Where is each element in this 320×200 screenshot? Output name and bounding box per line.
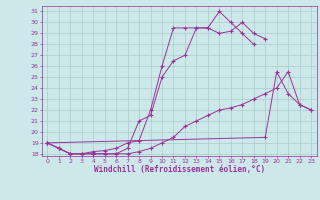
X-axis label: Windchill (Refroidissement éolien,°C): Windchill (Refroidissement éolien,°C) — [94, 165, 265, 174]
